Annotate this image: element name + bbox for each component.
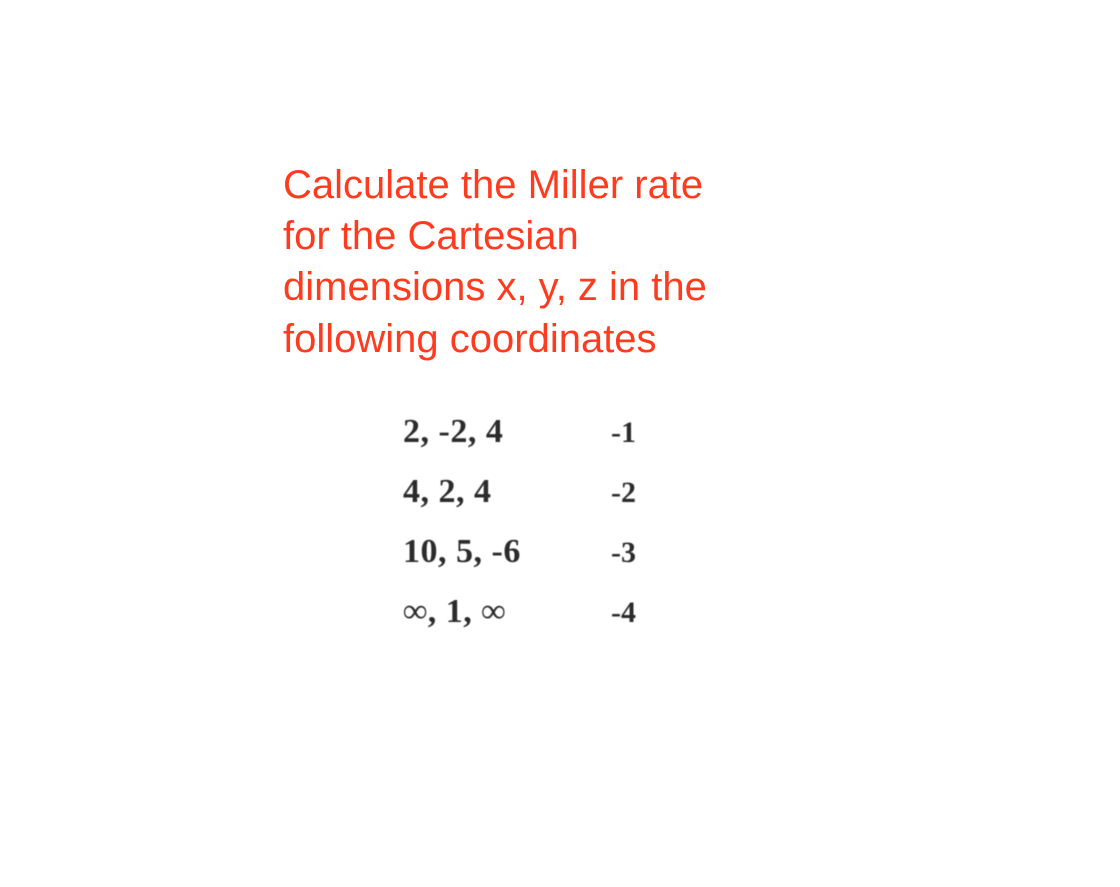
question-container: Calculate the Miller rate for the Cartes… <box>283 160 843 631</box>
item-label: -1 <box>611 416 636 450</box>
question-prompt: Calculate the Miller rate for the Cartes… <box>283 160 843 365</box>
prompt-line-3: dimensions x, y, z in the <box>283 265 707 309</box>
coordinate-list: 2, -2, 4 -1 4, 2, 4 -2 10, 5, -6 -3 ∞, 1… <box>403 413 843 631</box>
intercepts-value: 4, 2, 4 <box>403 473 603 511</box>
intercepts-value: ∞, 1, ∞ <box>403 593 603 631</box>
list-item: 10, 5, -6 -3 <box>403 533 843 571</box>
item-label: -3 <box>611 536 636 570</box>
intercepts-value: 2, -2, 4 <box>403 413 603 451</box>
item-label: -4 <box>611 596 636 630</box>
item-label: -2 <box>611 476 636 510</box>
prompt-line-4: following coordinates <box>283 317 657 361</box>
intercepts-value: 10, 5, -6 <box>403 533 603 571</box>
prompt-line-2: for the Cartesian <box>283 214 579 258</box>
list-item: ∞, 1, ∞ -4 <box>403 593 843 631</box>
prompt-line-1: Calculate the Miller rate <box>283 163 703 207</box>
list-item: 4, 2, 4 -2 <box>403 473 843 511</box>
list-item: 2, -2, 4 -1 <box>403 413 843 451</box>
